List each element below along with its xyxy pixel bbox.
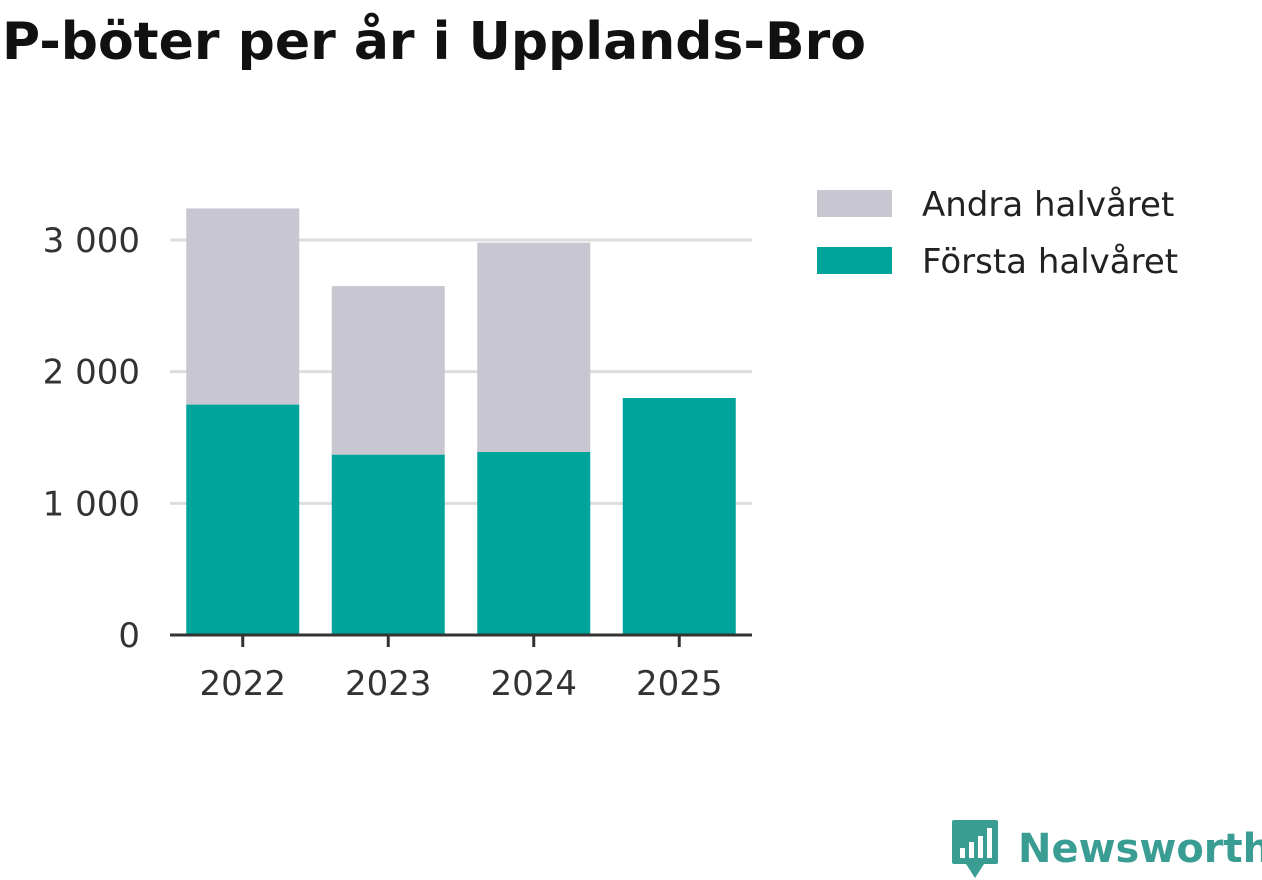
x-tick-label: 2025	[636, 664, 723, 704]
x-tick-label: 2024	[490, 664, 577, 704]
legend-swatch	[817, 247, 892, 274]
bar-forsta-halvaret-2025	[622, 398, 736, 635]
legend-label: Första halvåret	[922, 242, 1178, 282]
bars	[186, 208, 736, 635]
bar-andra-halvaret-2022	[186, 208, 300, 405]
bar-andra-halvaret-2024	[477, 242, 591, 452]
y-tick-label: 1 000	[43, 484, 140, 524]
y-tick-label: 2 000	[43, 353, 140, 393]
axes: 0 1 000 2 000 3 000 2022 2023 2024 2025	[43, 221, 752, 704]
chart-title: P-böter per år i Upplands-Bro	[2, 12, 866, 72]
brand-name: Newsworthy	[1018, 826, 1262, 872]
y-tick-label: 0	[118, 616, 140, 656]
x-tick-label: 2022	[199, 664, 286, 704]
bar-forsta-halvaret-2022	[186, 404, 300, 635]
legend-label: Andra halvåret	[922, 185, 1174, 225]
x-tick-label: 2023	[345, 664, 432, 704]
newsworthy-logo: Newsworthy	[950, 818, 1262, 880]
y-tick-label: 3 000	[43, 221, 140, 261]
legend: Andra halvåret Första halvåret	[817, 185, 1178, 282]
bar-forsta-halvaret-2023	[331, 454, 445, 635]
legend-swatch	[817, 190, 892, 217]
bar-andra-halvaret-2023	[331, 286, 445, 455]
newsworthy-chat-icon	[952, 820, 998, 878]
bar-forsta-halvaret-2024	[477, 451, 591, 635]
